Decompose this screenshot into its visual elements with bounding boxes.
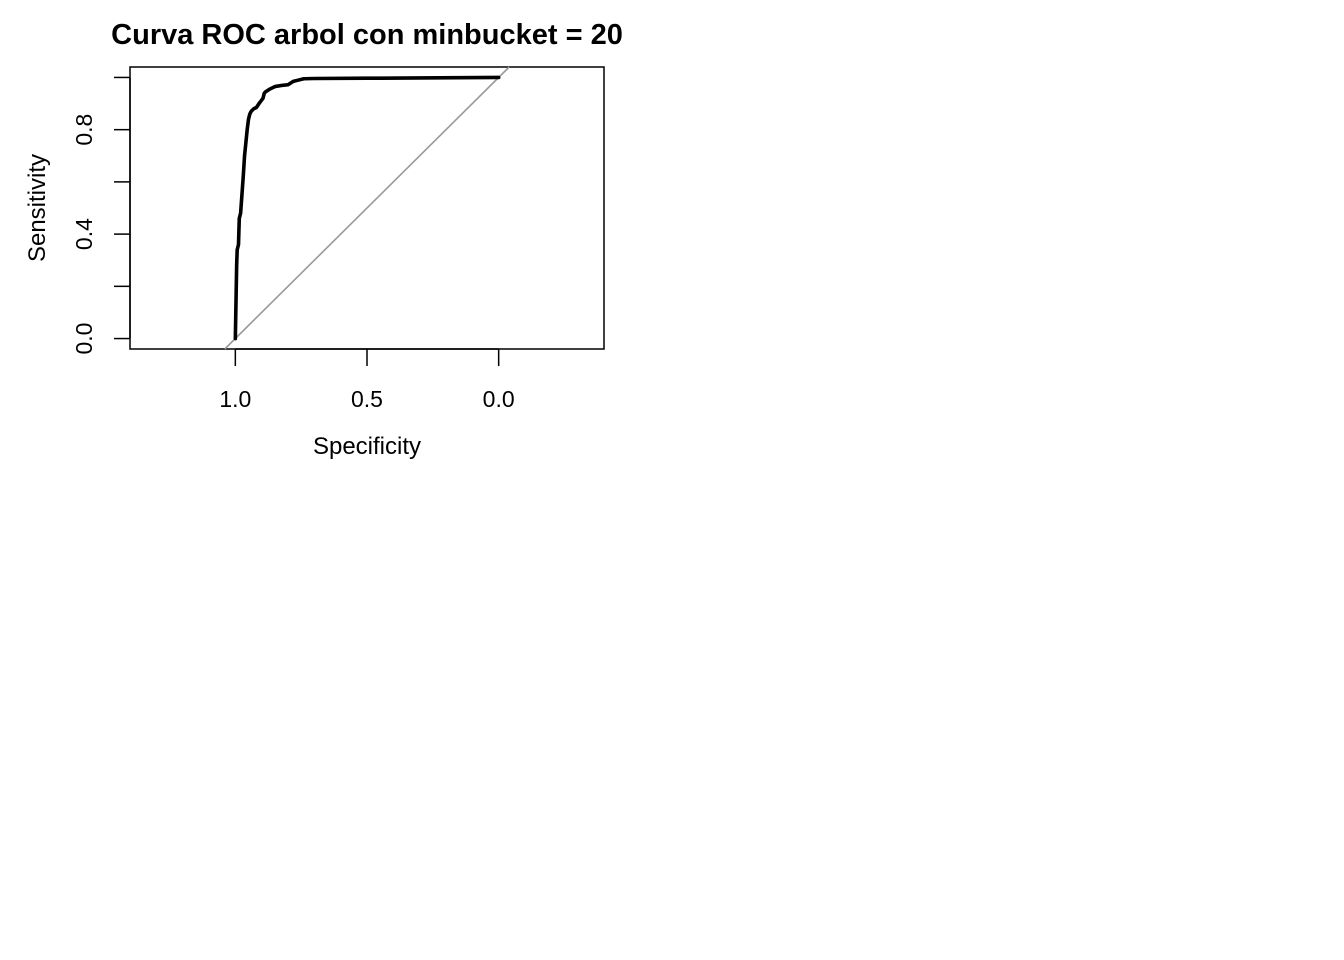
y-tick-label: 0.4	[71, 218, 97, 250]
y-tick-label: 0.0	[71, 323, 97, 355]
x-tick-label: 0.0	[483, 386, 515, 412]
y-axis-title: Sensitivity	[24, 154, 51, 262]
chart-title: Curva ROC arbol con minbucket = 20	[111, 19, 623, 51]
x-tick-label: 1.0	[219, 386, 251, 412]
x-tick-label: 0.5	[351, 386, 383, 412]
x-axis-title: Specificity	[313, 433, 421, 460]
y-tick-label: 0.8	[71, 114, 97, 146]
reference-diagonal-line	[224, 66, 510, 350]
roc-curve-line	[233, 75, 501, 341]
